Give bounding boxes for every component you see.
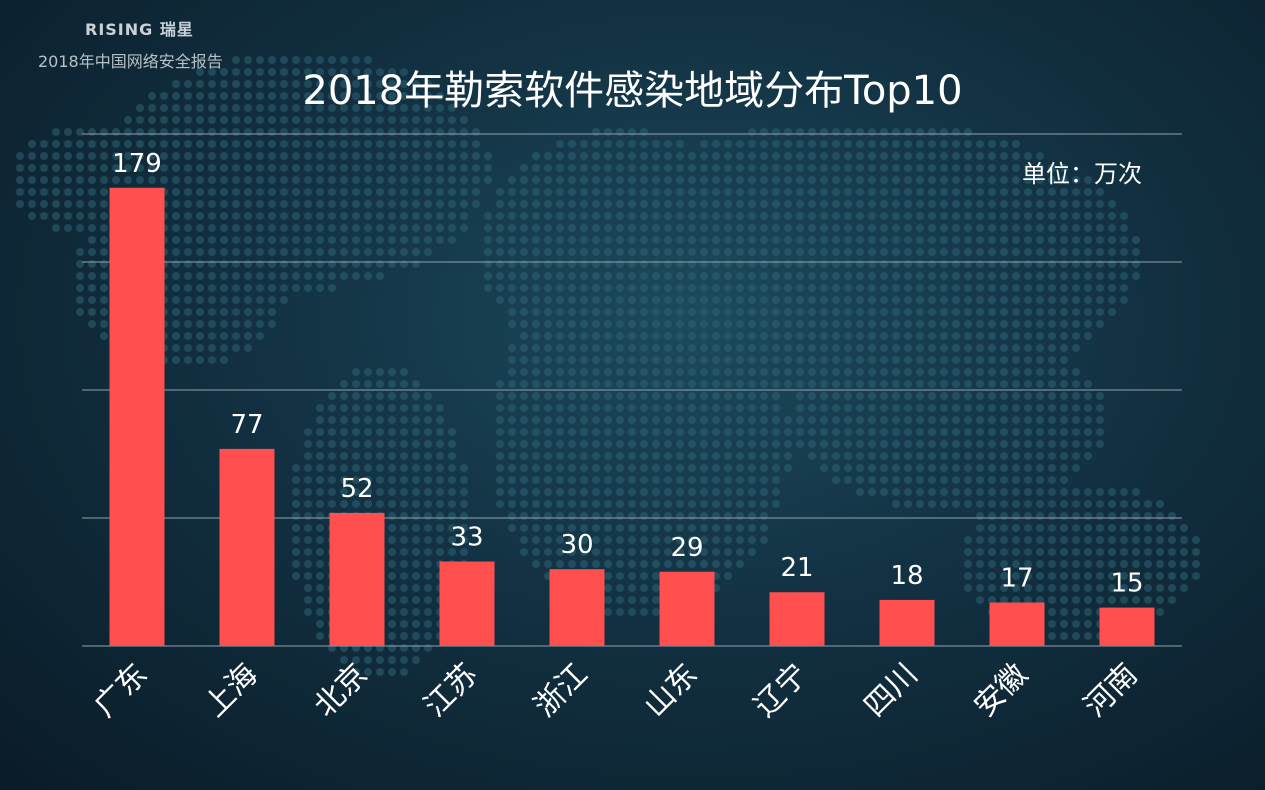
rising-logo: RISING 瑞星 (85, 20, 194, 39)
unit-label: 单位：万次 (1022, 160, 1142, 188)
report-name: 2018年中国网络安全报告 (38, 52, 223, 71)
category-label: 辽宁 (747, 657, 814, 724)
bar-2 (329, 512, 385, 646)
bar-3 (439, 561, 495, 646)
bar-9 (1099, 607, 1155, 646)
data-label: 29 (670, 533, 703, 563)
bar-1 (219, 448, 275, 646)
bar-7 (879, 599, 935, 646)
data-label: 179 (112, 149, 162, 179)
bar-0 (109, 187, 165, 646)
data-label: 77 (230, 410, 263, 440)
data-label: 30 (560, 530, 593, 560)
category-label: 河南 (1077, 657, 1144, 724)
data-label: 15 (1110, 569, 1143, 599)
category-label: 江苏 (417, 657, 484, 724)
category-label: 上海 (197, 657, 264, 724)
bar-5 (659, 571, 715, 646)
category-label: 广东 (87, 657, 154, 724)
category-label: 浙江 (527, 657, 594, 724)
data-label: 52 (340, 474, 373, 504)
category-label: 山东 (637, 657, 704, 724)
bar-6 (769, 592, 825, 646)
category-label: 北京 (307, 657, 374, 724)
category-label: 四川 (857, 657, 924, 724)
bar-8 (989, 602, 1045, 646)
bar-4 (549, 569, 605, 646)
data-label: 21 (780, 553, 813, 583)
data-label: 33 (450, 523, 483, 553)
data-label: 17 (1000, 563, 1033, 593)
category-label: 安徽 (967, 657, 1034, 724)
chart-title: 2018年勒索软件感染地域分布Top10 (302, 68, 963, 114)
data-label: 18 (890, 561, 923, 591)
